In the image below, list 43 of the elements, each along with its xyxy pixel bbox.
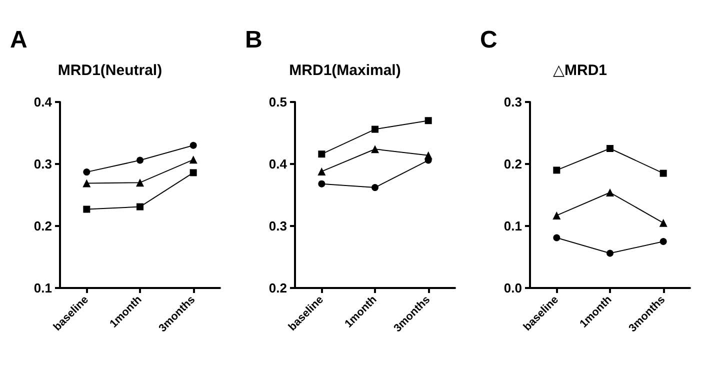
point [552, 211, 561, 220]
y-tick-label: 0.3 [504, 94, 522, 110]
point [660, 238, 667, 245]
point [190, 142, 197, 149]
chart-title: △MRD1 [552, 62, 608, 79]
y-tick-label: 0.2 [268, 280, 287, 296]
point [318, 180, 326, 188]
y-tick-label: 0.4 [268, 156, 288, 172]
point [83, 206, 90, 213]
point [606, 188, 614, 197]
y-tick-label: 0.3 [268, 218, 287, 234]
y-tick-label: 0.2 [34, 218, 52, 234]
chart-title: MRD1(Neutral) [58, 62, 162, 79]
point [606, 145, 614, 152]
point [189, 156, 198, 164]
y-tick-label: 0.5 [268, 94, 287, 110]
y-tick-label: 0.1 [34, 280, 52, 296]
point [606, 250, 614, 257]
chart-title: MRD1(Maximal) [289, 62, 401, 79]
point [318, 167, 326, 176]
point [659, 218, 668, 227]
point [553, 234, 560, 242]
point [136, 156, 144, 164]
point [424, 117, 432, 124]
point [136, 203, 144, 210]
text: A [10, 26, 28, 54]
point [553, 166, 560, 174]
y-tick-label: 0.0 [504, 280, 522, 296]
point [190, 169, 197, 176]
y-tick-label: 0.3 [34, 156, 52, 172]
point [660, 170, 667, 177]
point [371, 145, 379, 154]
point [136, 178, 144, 187]
y-tick-label: 0.2 [504, 156, 522, 172]
y-tick-label: 0.4 [34, 94, 53, 110]
point [372, 184, 378, 192]
text: B [245, 26, 262, 54]
point [82, 179, 91, 188]
point [318, 150, 326, 158]
point [372, 126, 378, 133]
point [83, 168, 90, 176]
text: C [480, 26, 498, 54]
y-tick-label: 0.1 [504, 218, 522, 234]
